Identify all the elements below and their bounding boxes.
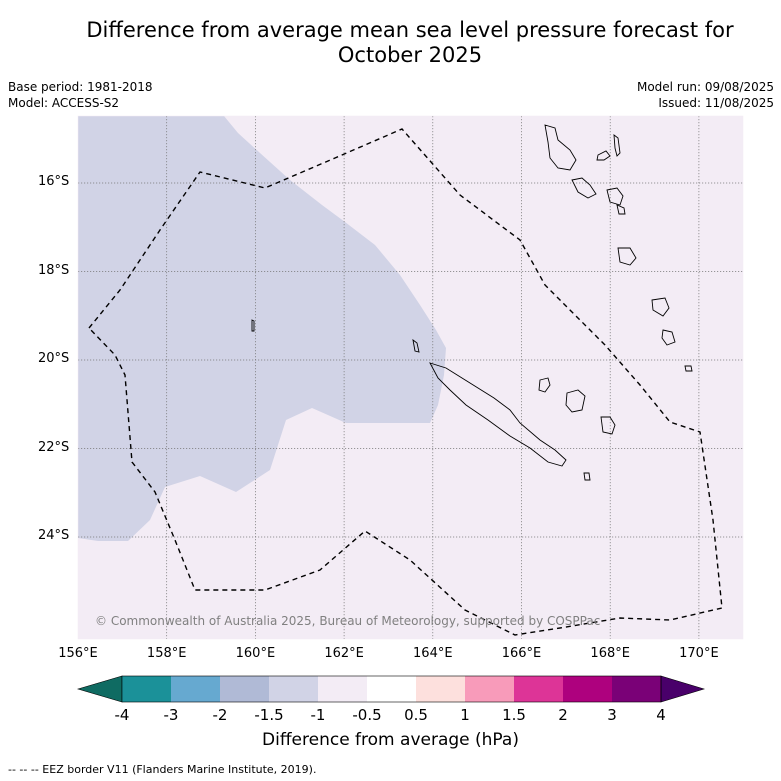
lat-label-20: 20°S <box>38 351 70 366</box>
base-period: Base period: 1981-2018 <box>8 80 153 94</box>
colorbar-segment-9 <box>514 676 563 702</box>
eez-border <box>88 128 723 636</box>
lat-label-18: 18°S <box>38 262 70 278</box>
lat-label-16: 16°S <box>38 174 70 189</box>
vanuatu-island-3 <box>613 134 621 157</box>
colorbar-segment-3 <box>220 676 269 702</box>
colorbar-segment-7 <box>416 676 465 702</box>
colorbar-tick: -3 <box>163 706 179 724</box>
vanuatu-island-9 <box>661 329 676 346</box>
lat-label-22: 22°S <box>38 439 70 455</box>
colorbar-title: Difference from average (hPa) <box>262 730 519 750</box>
colorbar-tick: -1.5 <box>254 706 284 724</box>
colorbar-tick: -1 <box>310 706 326 724</box>
vanuatu-island-10 <box>684 365 693 372</box>
copyright-notice: © Commonwealth of Australia 2025, Bureau… <box>95 614 601 628</box>
anomaly-region <box>78 116 446 541</box>
colorbar-arrow-low <box>76 675 123 703</box>
chart-title: Difference from average mean sea level p… <box>40 18 780 68</box>
vanuatu-island-1 <box>544 124 577 171</box>
colorbar <box>76 675 706 703</box>
loyalty-island-2 <box>565 389 586 413</box>
colorbar-tick: 1.5 <box>502 706 526 724</box>
colorbar-segment-4 <box>269 676 318 702</box>
colorbar-tick: 0.5 <box>404 706 428 724</box>
colorbar-tick: -0.5 <box>352 706 382 724</box>
colorbar-segment-10 <box>563 676 612 702</box>
eez-legend-footer: -- -- -- EEZ border V11 (Flanders Marine… <box>8 763 317 776</box>
lon-label-156: 156°E <box>58 646 98 661</box>
title-line-2: October 2025 <box>337 43 483 67</box>
vanuatu-island-2 <box>596 150 611 161</box>
lon-label-168: 168°E <box>590 646 630 661</box>
vanuatu-island-7 <box>617 247 637 266</box>
meta-right: Model run: 09/08/2025 Issued: 11/08/2025 <box>637 79 774 111</box>
vanuatu-island-6 <box>616 204 626 215</box>
model-name: Model: ACCESS-S2 <box>8 96 120 110</box>
colorbar-segment-8 <box>465 676 514 702</box>
colorbar-tick: 3 <box>607 706 617 724</box>
colorbar-tick: 4 <box>656 706 666 724</box>
loyalty-island-3 <box>600 416 616 435</box>
small-island-b <box>412 338 420 353</box>
new-caledonia-island <box>429 362 567 467</box>
lon-label-170: 170°E <box>679 646 719 661</box>
vanuatu-island-5 <box>606 187 624 206</box>
title-line-1: Difference from average mean sea level p… <box>86 18 734 42</box>
vanuatu-island-4 <box>571 177 597 199</box>
colorbar-segment-5 <box>318 676 367 702</box>
colorbar-segment-1 <box>122 676 171 702</box>
lon-label-160: 160°E <box>235 646 276 661</box>
colorbar-tick: 1 <box>460 706 470 724</box>
lon-label-164: 164°E <box>413 646 453 661</box>
issued-date: Issued: 11/08/2025 <box>658 96 774 110</box>
colorbar-outline <box>121 675 662 703</box>
lon-label-158: 158°E <box>146 646 187 661</box>
coastlines <box>251 124 693 481</box>
meta-left: Base period: 1981-2018 Model: ACCESS-S2 <box>8 79 153 111</box>
colorbar-arrow-high <box>660 675 706 703</box>
colorbar-tick: -4 <box>114 706 130 724</box>
small-island-a <box>583 472 591 481</box>
small-island-c <box>251 319 255 332</box>
vanuatu-island-8 <box>651 297 670 317</box>
colorbar-segment-11 <box>612 676 661 702</box>
lon-label-166: 166°E <box>501 646 542 661</box>
gridlines <box>78 116 743 639</box>
colorbar-tick: -2 <box>212 706 228 724</box>
colorbar-tick: 2 <box>558 706 568 724</box>
map-frame <box>77 115 744 640</box>
colorbar-segment-6 <box>367 676 416 702</box>
colorbar-segment-2 <box>171 676 220 702</box>
model-run: Model run: 09/08/2025 <box>636 80 774 94</box>
loyalty-island-1 <box>538 377 551 393</box>
lon-label-162: 162°E <box>324 646 364 661</box>
lat-label-24: 24°S <box>38 528 70 543</box>
